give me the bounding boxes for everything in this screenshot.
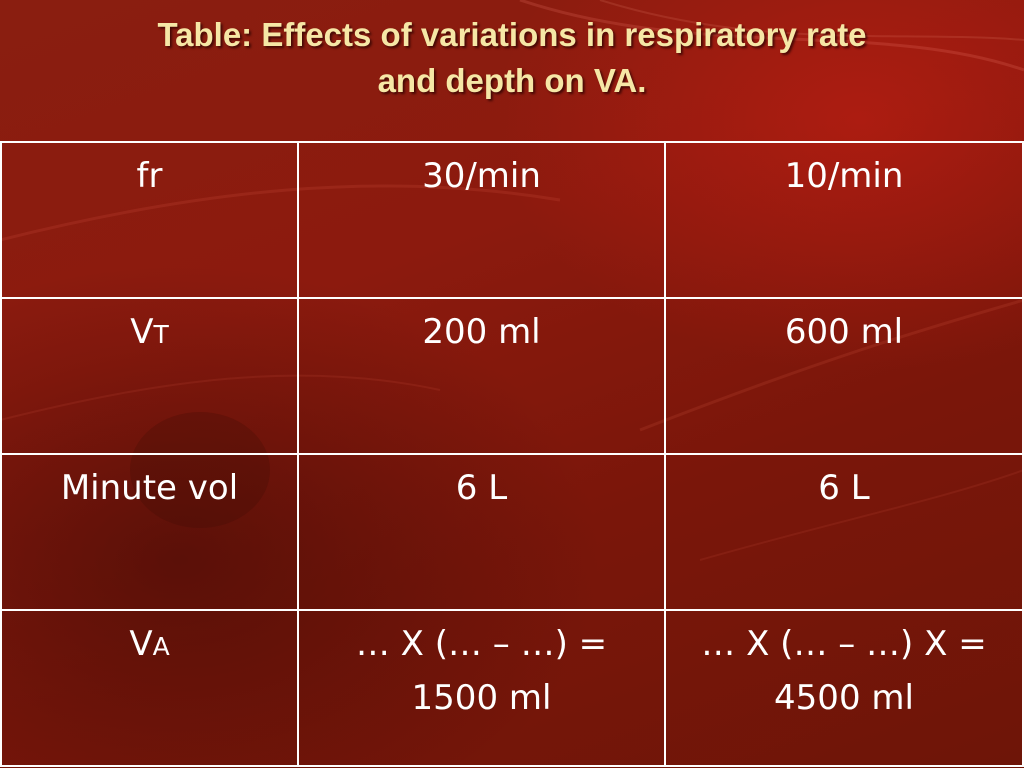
table-cell: 600 ml bbox=[664, 297, 1024, 455]
table-cell: 6 L bbox=[664, 453, 1024, 611]
slide-title-line-2: and depth on VA. bbox=[377, 62, 647, 99]
slide-title: Table: Effects of variations in respirat… bbox=[0, 12, 1024, 104]
row-label-minute-vol: Minute vol bbox=[0, 453, 299, 611]
row-label-va: VA bbox=[0, 609, 299, 767]
ventilation-table: fr 30/min 10/min VT 200 ml 600 ml Minute… bbox=[0, 141, 1024, 767]
table-cell: 30/min bbox=[297, 141, 666, 299]
cell-line-2: 4500 ml bbox=[774, 678, 914, 718]
slide-title-line-1: Table: Effects of variations in respirat… bbox=[157, 16, 867, 53]
table-row-va: VA … X (… – …) = 1500 ml … X (… – …) X =… bbox=[0, 609, 1024, 767]
cell-line-1: … X (… – …) = bbox=[355, 624, 608, 664]
row-label-vt: VT bbox=[0, 297, 299, 455]
table-cell: … X (… – …) X = 4500 ml bbox=[664, 609, 1024, 767]
table-cell: … X (… – …) = 1500 ml bbox=[297, 609, 666, 767]
table-row-fr: fr 30/min 10/min bbox=[0, 141, 1024, 299]
row-label-fr: fr bbox=[0, 141, 299, 299]
table-row-vt: VT 200 ml 600 ml bbox=[0, 297, 1024, 455]
table-row-minute-vol: Minute vol 6 L 6 L bbox=[0, 453, 1024, 611]
cell-line-2: 1500 ml bbox=[411, 678, 552, 718]
table-cell: 6 L bbox=[297, 453, 666, 611]
table-cell: 200 ml bbox=[297, 297, 666, 455]
cell-line-1: … X (… – …) X = bbox=[701, 624, 987, 664]
table-cell: 10/min bbox=[664, 141, 1024, 299]
